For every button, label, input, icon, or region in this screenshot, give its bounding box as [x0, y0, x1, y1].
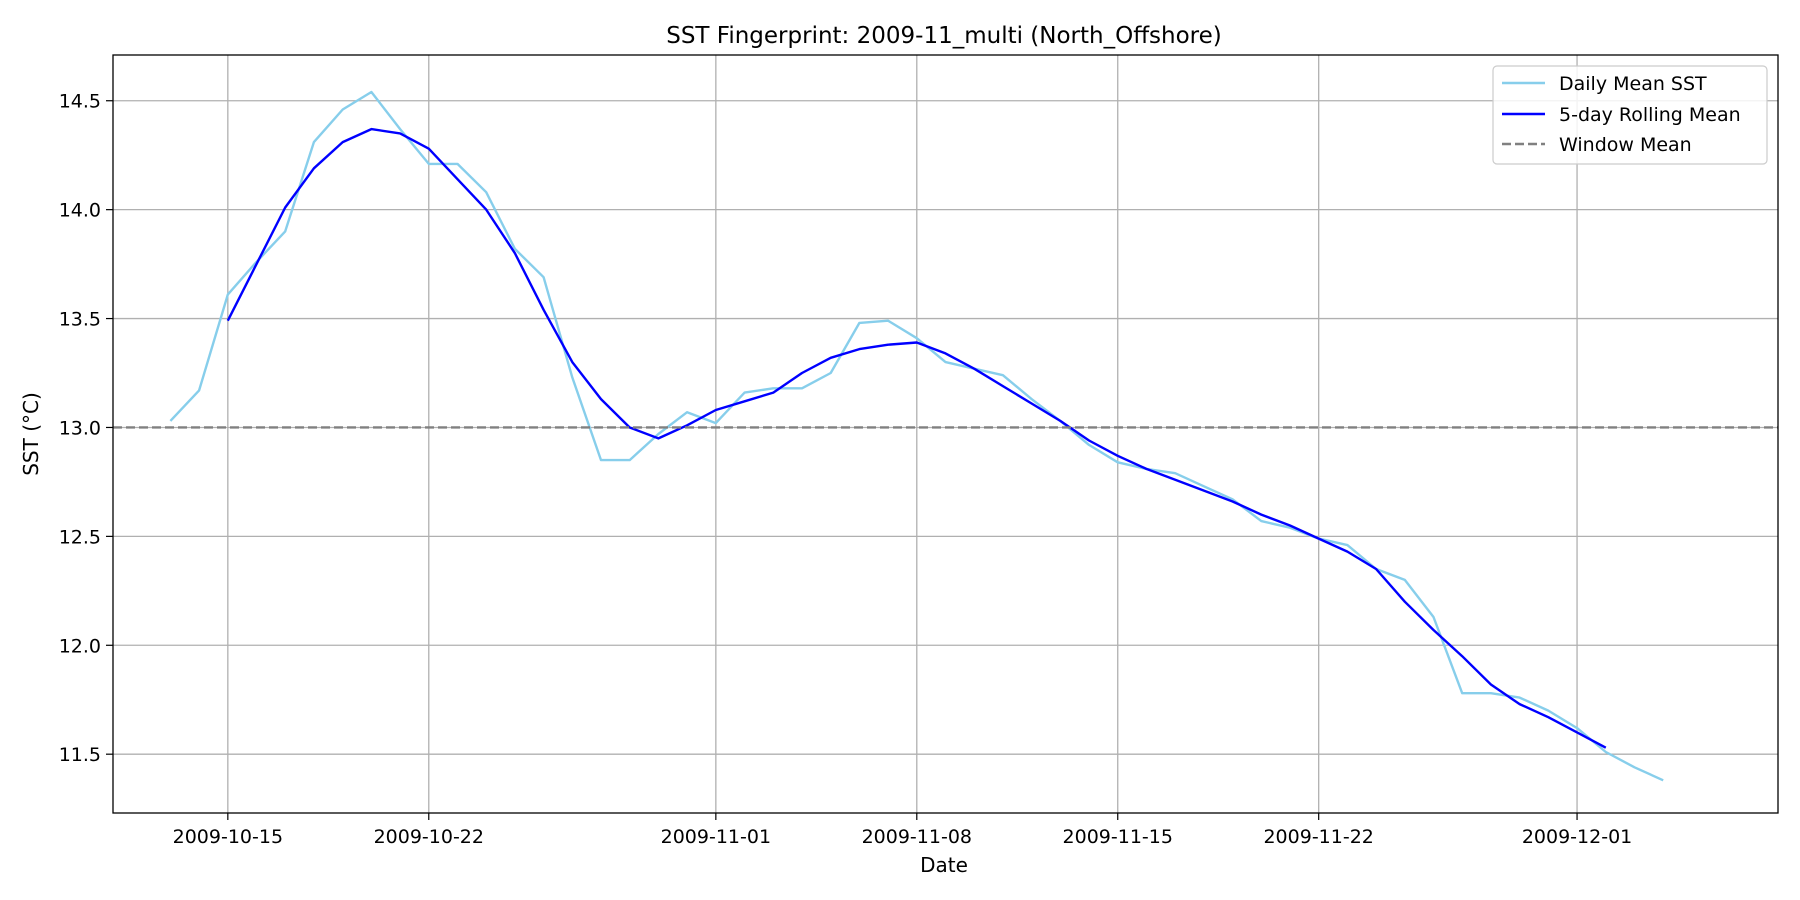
y-tick-label: 13.5 [59, 309, 101, 331]
y-tick-label: 12.5 [59, 526, 101, 548]
x-axis-ticks: 2009-10-15 2009-10-22 2009-11-01 2009-11-08… [173, 813, 1632, 848]
x-tick-label: 2009-11-22 [1263, 826, 1373, 848]
series-5-day-rolling-mean [226, 127, 1607, 749]
y-tick-label: 11.5 [59, 744, 101, 766]
y-axis-label: SST (°C) [19, 392, 43, 476]
legend-label-daily-mean: Daily Mean SST [1559, 73, 1707, 95]
x-tick-label: 2009-12-01 [1522, 826, 1632, 848]
legend: Daily Mean SST 5-day Rolling Mean Window… [1492, 65, 1768, 165]
x-tick-label: 2009-10-15 [173, 826, 283, 848]
chart-title: SST Fingerprint: 2009-11_multi (North_Of… [666, 23, 1222, 49]
series-daily-mean-sst [169, 90, 1664, 782]
legend-box [1492, 65, 1768, 165]
y-tick-label: 14.5 [59, 91, 101, 113]
x-tick-label: 2009-10-22 [374, 826, 484, 848]
y-tick-label: 12.0 [59, 635, 101, 657]
x-axis-label: Date [920, 853, 968, 877]
legend-label-rolling-mean: 5-day Rolling Mean [1559, 104, 1741, 126]
x-tick-label: 2009-11-01 [661, 826, 771, 848]
plot-frame [112, 54, 1779, 814]
y-tick-label: 13.0 [59, 417, 101, 439]
y-axis-ticks: 11.5 12.0 12.5 13.0 13.5 14.0 14.5 [59, 91, 113, 766]
plot-series [113, 90, 1778, 782]
y-tick-label: 14.0 [59, 200, 101, 222]
legend-label-window-mean: Window Mean [1559, 134, 1692, 156]
x-tick-label: 2009-11-08 [862, 826, 972, 848]
x-tick-label: 2009-11-15 [1063, 826, 1173, 848]
